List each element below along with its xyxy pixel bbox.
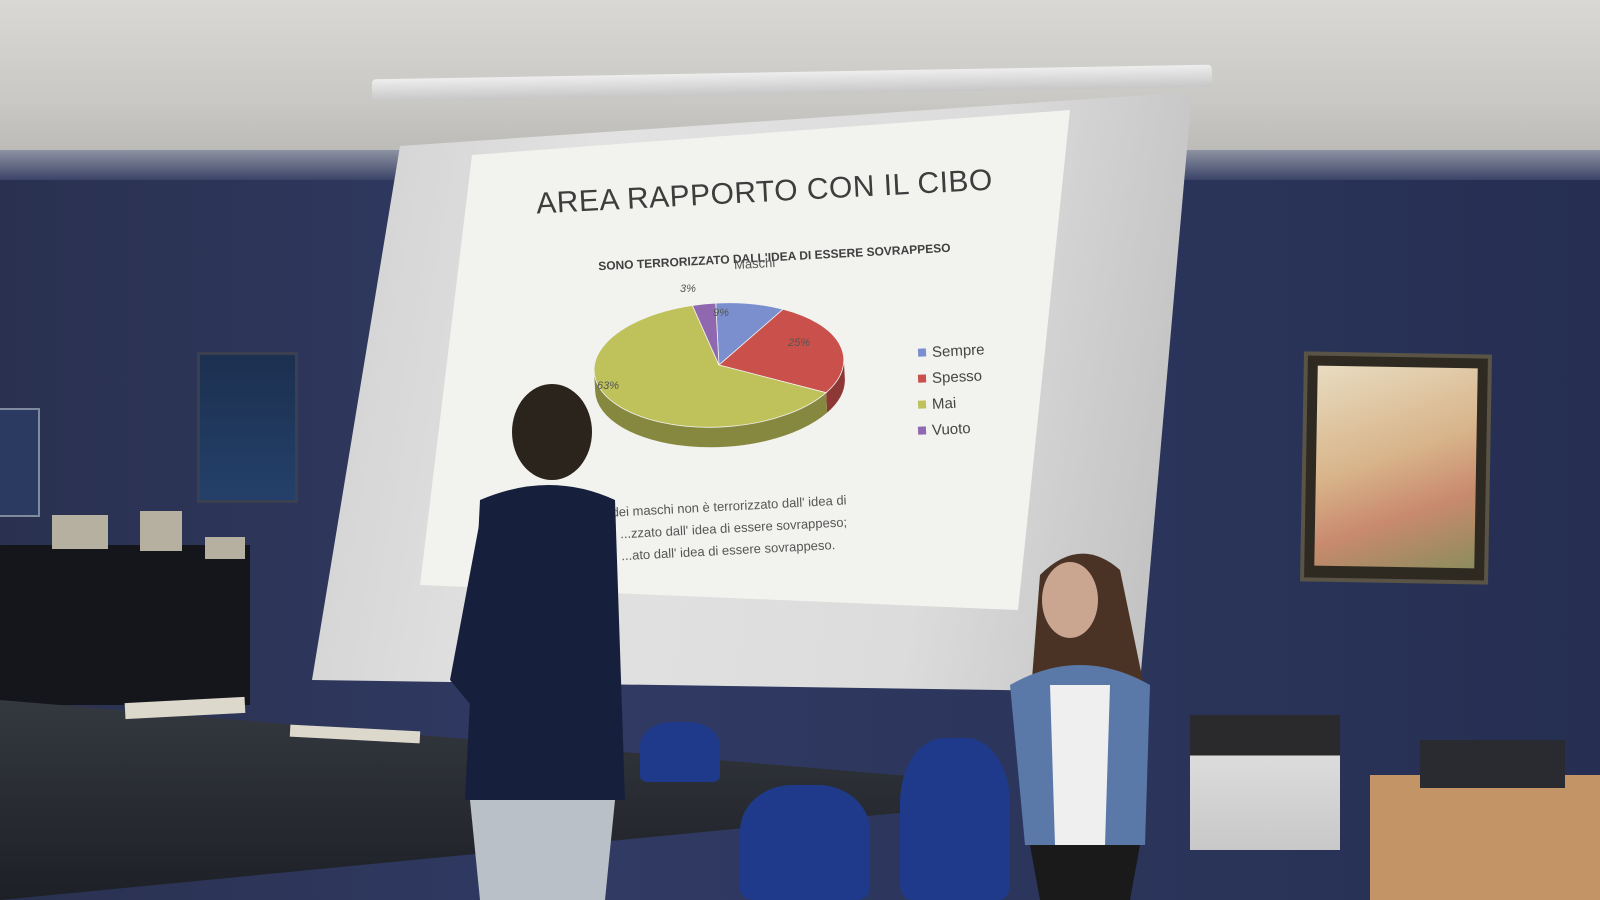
- legend-item: Sempre: [917, 336, 985, 365]
- chart-legend: Sempre Spesso Mai Vuoto: [917, 336, 985, 443]
- legend-label: Mai: [931, 394, 957, 413]
- blue-chair: [900, 738, 1010, 900]
- wall-poster-left: [0, 410, 38, 515]
- legend-label: Spesso: [931, 366, 983, 387]
- side-desk: [1370, 775, 1600, 900]
- stereo-receiver: [1420, 740, 1565, 788]
- plaque: [140, 511, 182, 551]
- pie-chart: [593, 302, 845, 448]
- pie-slice-vuoto: [691, 302, 720, 366]
- plaque: [205, 537, 245, 559]
- legend-item: Vuoto: [917, 414, 985, 443]
- legend-item: Mai: [917, 388, 985, 417]
- plaque: [52, 515, 108, 549]
- legend-swatch: [917, 348, 927, 357]
- pie-slice-spesso: [718, 308, 845, 394]
- framed-painting-left: [200, 355, 295, 500]
- blue-chair: [740, 785, 870, 900]
- printer: [1190, 715, 1340, 850]
- blue-chair: [640, 722, 720, 782]
- legend-swatch: [917, 400, 927, 409]
- framed-painting-right: [1304, 355, 1488, 581]
- pie-label-spesso: 25%: [788, 337, 811, 349]
- chart-subtitle: Maschi: [733, 254, 776, 273]
- pie-label-mai: 63%: [597, 380, 620, 392]
- pie-slice-mai: [593, 304, 827, 428]
- pie-label-vuoto: 3%: [680, 283, 696, 295]
- legend-label: Vuoto: [931, 419, 972, 439]
- legend-label: Sempre: [931, 340, 985, 361]
- bookshelf: [0, 511, 250, 705]
- presenter-female: [1010, 553, 1150, 900]
- painting-canvas: [1314, 365, 1478, 569]
- pie-slice-side-mai: [594, 371, 828, 448]
- legend-swatch: [917, 426, 927, 435]
- legend-item: Spesso: [917, 362, 985, 391]
- presenter-male: [450, 384, 625, 900]
- pie-label-sempre: 9%: [713, 307, 729, 319]
- legend-swatch: [917, 374, 927, 383]
- pie-slice-side-spesso: [826, 358, 845, 413]
